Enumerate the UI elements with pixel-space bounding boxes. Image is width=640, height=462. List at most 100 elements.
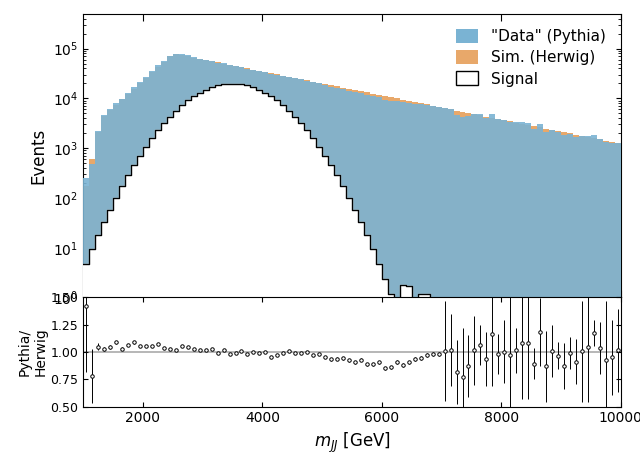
- Bar: [280, 76, 286, 462]
- Bar: [107, 110, 113, 462]
- Bar: [214, 62, 221, 462]
- Bar: [597, 139, 603, 462]
- Bar: [113, 103, 119, 462]
- Bar: [250, 70, 257, 462]
- Bar: [573, 134, 579, 462]
- Bar: [424, 105, 429, 462]
- Bar: [143, 78, 149, 462]
- Bar: [364, 92, 370, 462]
- Bar: [543, 128, 549, 462]
- Bar: [119, 99, 125, 462]
- Bar: [191, 58, 196, 462]
- Bar: [262, 72, 268, 462]
- Bar: [167, 56, 173, 462]
- Bar: [239, 67, 244, 462]
- Bar: [89, 164, 95, 462]
- Bar: [203, 60, 209, 462]
- Bar: [436, 107, 442, 462]
- Bar: [555, 132, 561, 462]
- Bar: [155, 66, 161, 462]
- Bar: [346, 89, 352, 462]
- Bar: [394, 98, 400, 462]
- Bar: [376, 95, 382, 462]
- Bar: [257, 71, 262, 462]
- Bar: [477, 116, 483, 462]
- Bar: [209, 61, 214, 462]
- Bar: [519, 124, 525, 462]
- Bar: [382, 96, 388, 462]
- Bar: [400, 100, 406, 462]
- Bar: [322, 84, 328, 462]
- Bar: [424, 104, 429, 462]
- Bar: [250, 70, 257, 462]
- Bar: [155, 67, 161, 462]
- Legend: "Data" (Pythia), Sim. (Herwig), Signal: "Data" (Pythia), Sim. (Herwig), Signal: [448, 22, 613, 94]
- Bar: [573, 137, 579, 462]
- Bar: [125, 93, 131, 462]
- Bar: [221, 64, 227, 462]
- Bar: [340, 89, 346, 462]
- Bar: [615, 143, 621, 462]
- Bar: [495, 119, 501, 462]
- Bar: [286, 77, 292, 462]
- Bar: [316, 83, 322, 462]
- Bar: [555, 131, 561, 462]
- Bar: [328, 85, 334, 462]
- Bar: [292, 78, 298, 462]
- Bar: [232, 66, 239, 462]
- Bar: [531, 128, 537, 462]
- Bar: [262, 72, 268, 462]
- Bar: [298, 79, 304, 462]
- Bar: [537, 128, 543, 462]
- Bar: [364, 95, 370, 462]
- Bar: [358, 91, 364, 462]
- Bar: [275, 74, 280, 462]
- Bar: [322, 85, 328, 462]
- Bar: [513, 122, 519, 462]
- Bar: [388, 97, 394, 462]
- Bar: [603, 142, 609, 462]
- Bar: [95, 132, 101, 462]
- Bar: [609, 143, 615, 462]
- Bar: [447, 109, 454, 462]
- Bar: [603, 140, 609, 462]
- Bar: [537, 124, 543, 462]
- Bar: [549, 129, 555, 462]
- Bar: [244, 69, 250, 462]
- Bar: [519, 122, 525, 462]
- Bar: [549, 130, 555, 462]
- Y-axis label: Pythia/
Herwig: Pythia/ Herwig: [17, 328, 47, 377]
- Bar: [543, 132, 549, 462]
- Bar: [447, 109, 454, 462]
- Bar: [95, 131, 101, 462]
- Bar: [418, 103, 424, 462]
- Bar: [525, 125, 531, 462]
- Bar: [615, 143, 621, 462]
- Bar: [203, 60, 209, 462]
- Bar: [591, 138, 597, 462]
- Bar: [268, 74, 275, 462]
- Bar: [418, 104, 424, 462]
- Bar: [429, 106, 436, 462]
- Bar: [292, 78, 298, 462]
- Bar: [394, 101, 400, 462]
- Bar: [310, 82, 316, 462]
- Bar: [370, 96, 376, 462]
- Bar: [501, 120, 508, 462]
- Bar: [442, 108, 447, 462]
- Y-axis label: Events: Events: [29, 128, 47, 184]
- Bar: [143, 77, 149, 462]
- Bar: [579, 135, 585, 462]
- Bar: [232, 66, 239, 462]
- Bar: [567, 134, 573, 462]
- Bar: [591, 134, 597, 462]
- Bar: [196, 59, 203, 462]
- Bar: [119, 99, 125, 462]
- Bar: [406, 103, 412, 462]
- Bar: [412, 103, 418, 462]
- Bar: [501, 120, 508, 462]
- X-axis label: $m_{JJ}$ [GeV]: $m_{JJ}$ [GeV]: [314, 431, 390, 455]
- Bar: [221, 63, 227, 462]
- Bar: [531, 126, 537, 462]
- Bar: [286, 77, 292, 462]
